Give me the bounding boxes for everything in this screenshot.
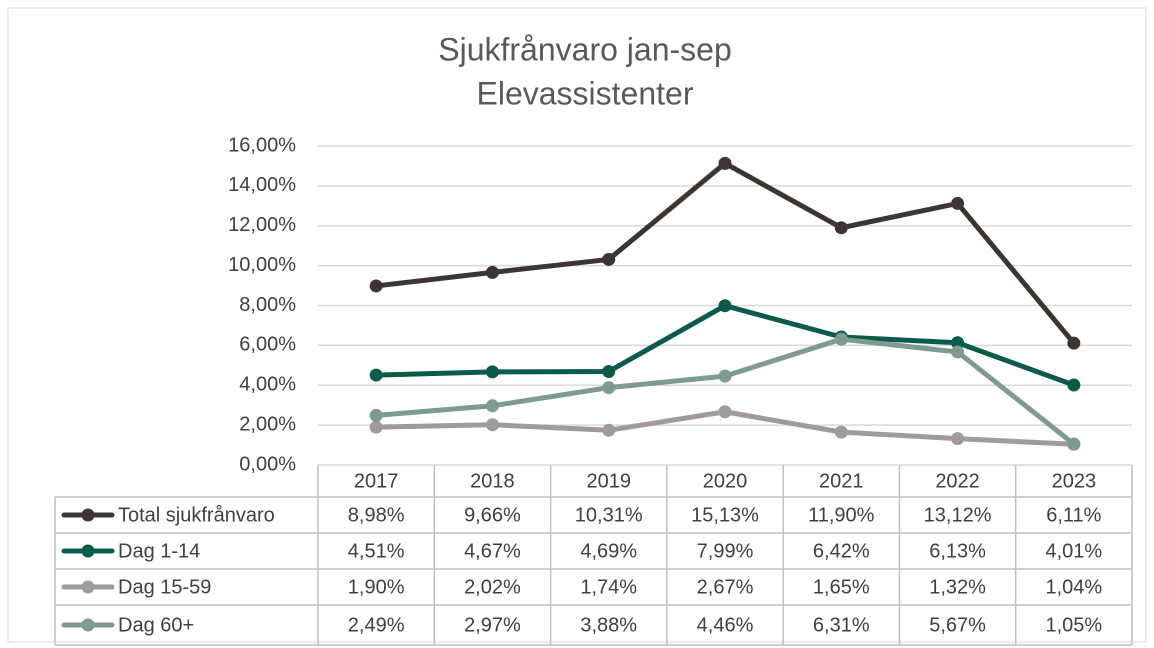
data-point xyxy=(602,423,616,437)
legend-swatch xyxy=(81,544,95,558)
data-label: 1,74% xyxy=(580,576,637,598)
data-point xyxy=(369,368,383,382)
data-point xyxy=(485,418,499,432)
data-label: 1,32% xyxy=(929,576,986,598)
y-tick-label: 2,00% xyxy=(239,413,296,435)
data-point xyxy=(1067,378,1081,392)
legend-swatch xyxy=(81,580,95,594)
data-label: 5,67% xyxy=(929,614,986,636)
data-label: 1,65% xyxy=(813,576,870,598)
data-label: 2,49% xyxy=(348,614,405,636)
legend-label: Dag 15-59 xyxy=(118,576,211,598)
data-point xyxy=(834,221,848,235)
x-tick-label: 2017 xyxy=(354,470,399,492)
data-label: 15,13% xyxy=(691,504,759,526)
y-tick-label: 8,00% xyxy=(239,294,296,316)
data-point xyxy=(602,364,616,378)
data-point xyxy=(951,345,965,359)
data-label: 1,90% xyxy=(348,576,405,598)
data-point xyxy=(718,299,732,313)
data-label: 6,42% xyxy=(813,540,870,562)
chart-title: Elevassistenter xyxy=(477,75,694,111)
data-point xyxy=(951,336,965,350)
x-tick-label: 2019 xyxy=(586,470,631,492)
data-point xyxy=(834,332,848,346)
legend-label: Dag 60+ xyxy=(118,614,194,636)
x-tick-label: 2022 xyxy=(935,470,980,492)
data-point xyxy=(718,405,732,419)
legend-label: Total sjukfrånvaro xyxy=(118,504,275,526)
legend-label: Dag 1-14 xyxy=(118,540,200,562)
y-tick-label: 14,00% xyxy=(228,174,296,196)
x-tick-label: 2021 xyxy=(819,470,864,492)
data-label: 8,98% xyxy=(348,504,405,526)
y-tick-label: 12,00% xyxy=(228,214,296,236)
data-label: 6,13% xyxy=(929,540,986,562)
data-label: 3,88% xyxy=(580,614,637,636)
data-label: 2,02% xyxy=(464,576,521,598)
data-label: 4,51% xyxy=(348,540,405,562)
data-point xyxy=(602,381,616,395)
y-tick-label: 6,00% xyxy=(239,334,296,356)
data-point xyxy=(718,369,732,383)
data-label: 4,01% xyxy=(1045,540,1102,562)
data-point xyxy=(369,408,383,422)
data-point xyxy=(718,156,732,170)
data-label: 1,05% xyxy=(1045,614,1102,636)
data-label: 1,04% xyxy=(1045,576,1102,598)
y-tick-label: 16,00% xyxy=(228,134,296,156)
data-point xyxy=(602,252,616,266)
x-tick-label: 2020 xyxy=(703,470,748,492)
y-tick-label: 0,00% xyxy=(239,453,296,475)
data-label: 2,97% xyxy=(464,614,521,636)
data-label: 6,11% xyxy=(1046,504,1101,526)
data-point xyxy=(834,425,848,439)
data-label: 7,99% xyxy=(697,540,754,562)
data-label: 2,67% xyxy=(697,576,754,598)
data-label: 4,69% xyxy=(580,540,637,562)
x-tick-label: 2018 xyxy=(470,470,515,492)
y-tick-label: 4,00% xyxy=(239,374,296,396)
y-tick-label: 10,00% xyxy=(228,254,296,276)
data-point xyxy=(485,265,499,279)
data-label: 4,67% xyxy=(464,540,521,562)
legend-swatch xyxy=(81,618,95,632)
chart-title: Sjukfrånvaro jan-sep xyxy=(438,31,731,67)
data-point xyxy=(369,420,383,434)
data-point xyxy=(951,432,965,446)
legend-swatch xyxy=(81,508,95,522)
data-point xyxy=(1067,336,1081,350)
data-label: 4,46% xyxy=(697,614,754,636)
data-point xyxy=(951,196,965,210)
chart-frame xyxy=(7,7,1147,643)
data-label: 9,66% xyxy=(464,504,521,526)
data-point xyxy=(369,279,383,293)
data-label: 13,12% xyxy=(924,504,992,526)
data-label: 6,31% xyxy=(813,614,870,636)
data-point xyxy=(485,365,499,379)
data-point xyxy=(1067,437,1081,451)
data-label: 11,90% xyxy=(808,504,875,526)
data-point xyxy=(485,399,499,413)
x-tick-label: 2023 xyxy=(1052,470,1097,492)
data-label: 10,31% xyxy=(575,504,643,526)
